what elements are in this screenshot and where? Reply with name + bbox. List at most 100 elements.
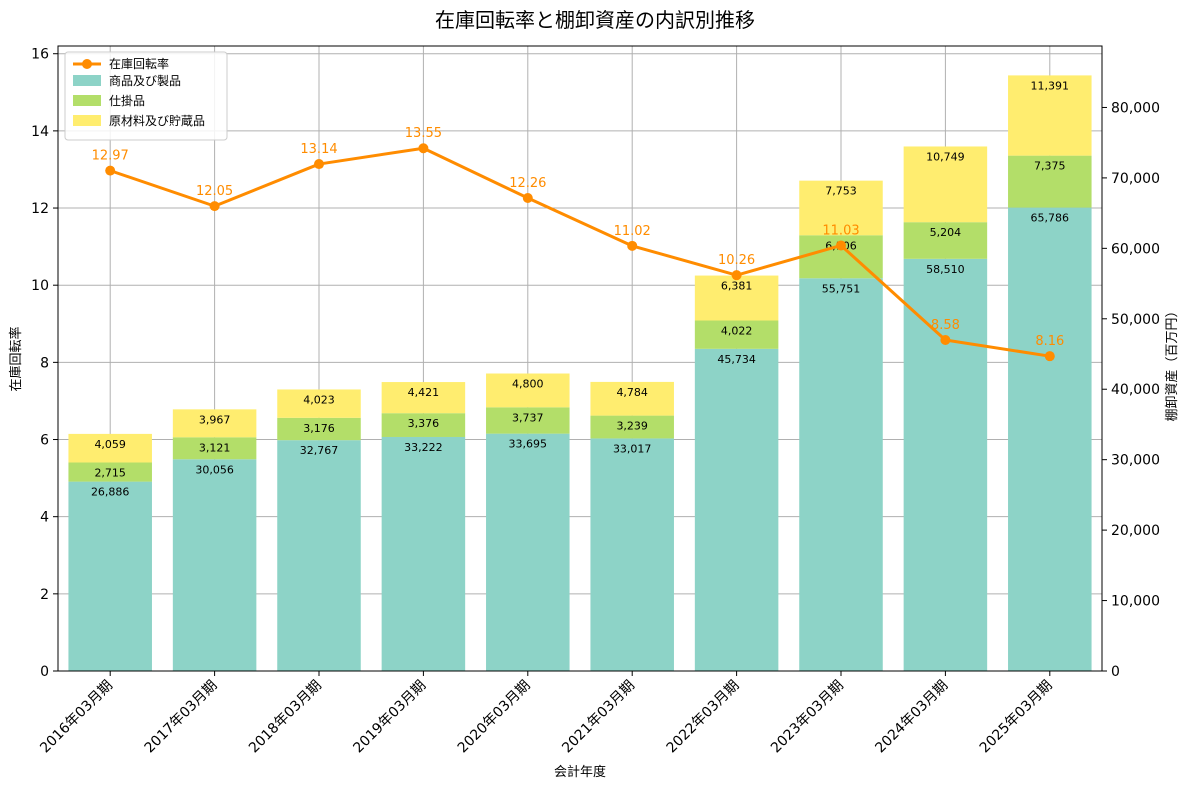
legend-label: 仕掛品	[109, 93, 145, 108]
bar-value-label: 33,017	[613, 442, 652, 455]
x-tick-label: 2018年03月期	[246, 678, 325, 757]
turnover-value-label: 13.14	[300, 142, 337, 157]
bar-value-label: 4,059	[94, 438, 126, 451]
x-tick-label: 2016年03月期	[37, 678, 116, 757]
turnover-value-label: 13.55	[405, 126, 442, 141]
bar-value-label: 7,753	[825, 185, 857, 198]
y-right-tick-label: 60,000	[1111, 241, 1160, 257]
bar-segment	[799, 180, 883, 236]
bar-value-label: 55,751	[822, 282, 861, 295]
bar-segment	[903, 146, 988, 223]
turnover-point	[418, 143, 429, 154]
legend-swatch	[73, 75, 101, 86]
legend-label: 原材料及び貯蔵品	[109, 114, 205, 128]
turnover-point	[314, 159, 324, 170]
legend-box	[64, 51, 228, 141]
y-right-tick-label: 10,000	[1111, 594, 1160, 610]
bar-value-label: 4,784	[616, 386, 648, 399]
bar-segment	[172, 459, 257, 671]
bar-value-label: 5,204	[930, 226, 962, 239]
y-right-tick-label: 80,000	[1111, 100, 1160, 116]
bar-segment	[903, 258, 988, 671]
turnover-value-label: 12.26	[509, 176, 546, 191]
y-right-tick-label: 50,000	[1111, 312, 1160, 328]
bar-value-label: 33,695	[509, 438, 548, 451]
bar-segment	[590, 415, 674, 439]
bar-value-label: 3,967	[199, 413, 231, 426]
bar-segment	[277, 389, 361, 418]
turnover-point	[940, 334, 951, 345]
y-left-tick-label: 10	[31, 278, 49, 294]
y-left-tick-label: 16	[31, 47, 49, 63]
bars-layer	[68, 75, 1092, 671]
turnover-value-label: 12.05	[196, 184, 233, 199]
plot-frame	[57, 45, 1103, 672]
y-right-tick-label: 0	[1111, 664, 1120, 680]
bar-segment	[799, 278, 883, 671]
x-tick-label: 2025年03月期	[977, 678, 1056, 757]
bar-value-label: 32,767	[300, 444, 339, 457]
bar-value-label: 58,510	[926, 263, 965, 276]
bar-segment	[277, 417, 361, 441]
legend-swatch	[73, 115, 101, 126]
legend-swatch	[73, 95, 101, 106]
turnover-point	[105, 165, 116, 176]
bar-segment	[590, 438, 674, 671]
y-left-tick-label: 14	[31, 124, 49, 140]
bar-value-label: 65,786	[1031, 212, 1070, 225]
turnover-point	[731, 270, 742, 281]
bar-segment	[68, 433, 152, 463]
bar-segment	[68, 462, 152, 482]
turnover-value-label: 11.03	[822, 223, 859, 238]
y-left-tick-label: 12	[31, 201, 49, 217]
bar-segment	[381, 382, 466, 414]
legend-label: 在庫回転率	[109, 56, 169, 71]
bar-value-label: 26,886	[91, 486, 130, 499]
chart-title: 在庫回転率と棚卸資産の内訳別推移	[435, 8, 755, 32]
y-axis-right-title: 棚卸資産（百万円）	[1164, 304, 1180, 421]
bar-value-label: 6,381	[721, 280, 753, 293]
turnover-value-label: 11.02	[614, 224, 651, 239]
bar-segment	[172, 409, 257, 438]
bar-segment	[277, 440, 361, 671]
bar-segment	[903, 222, 988, 259]
bar-labels-layer: 26,886 30,056 32,767 33,222 33,695 33,017 45,7…	[91, 79, 1069, 498]
bar-value-label: 4,800	[512, 378, 544, 391]
turnover-point	[209, 201, 220, 212]
bar-value-label: 3,239	[616, 420, 648, 433]
bar-segment	[68, 481, 152, 671]
bar-segment	[381, 436, 466, 671]
bar-value-label: 3,121	[199, 441, 231, 454]
bar-segment	[381, 413, 466, 437]
x-tick-label: 2021年03月期	[559, 678, 638, 757]
bar-segment	[590, 381, 674, 416]
bar-segment	[694, 348, 779, 671]
x-tick-label: 2024年03月期	[872, 678, 951, 757]
y-axis-left-title: 在庫回転率	[8, 326, 24, 391]
legend-line-marker	[82, 59, 92, 69]
y-left-tick-label: 2	[40, 587, 49, 603]
x-tick-label: 2023年03月期	[768, 678, 847, 757]
turnover-point	[836, 240, 846, 251]
bar-value-label: 4,421	[408, 386, 440, 399]
y-right-tick-label: 20,000	[1111, 523, 1160, 539]
line-layer: 12.97 12.05 13.14 13.55 12.26 11.02 10.26 11.03…	[92, 126, 1064, 362]
bar-value-label: 3,376	[408, 417, 440, 430]
bar-value-label: 4,023	[303, 393, 335, 406]
y-left-tick-label: 0	[40, 664, 49, 680]
y-right-tick-label: 30,000	[1111, 453, 1160, 469]
x-tick-label: 2020年03月期	[455, 678, 534, 757]
x-tick-label: 2019年03月期	[350, 678, 429, 757]
bar-value-label: 33,222	[404, 441, 443, 454]
y-left-tick-label: 4	[40, 510, 49, 526]
x-tick-label: 2022年03月期	[664, 678, 743, 757]
bar-segment	[1008, 155, 1092, 208]
bar-value-label: 2,715	[94, 466, 126, 479]
bar-segment	[486, 407, 570, 434]
turnover-value-label: 8.58	[931, 318, 960, 333]
bar-segment	[1008, 75, 1092, 156]
turnover-point	[1044, 351, 1055, 362]
